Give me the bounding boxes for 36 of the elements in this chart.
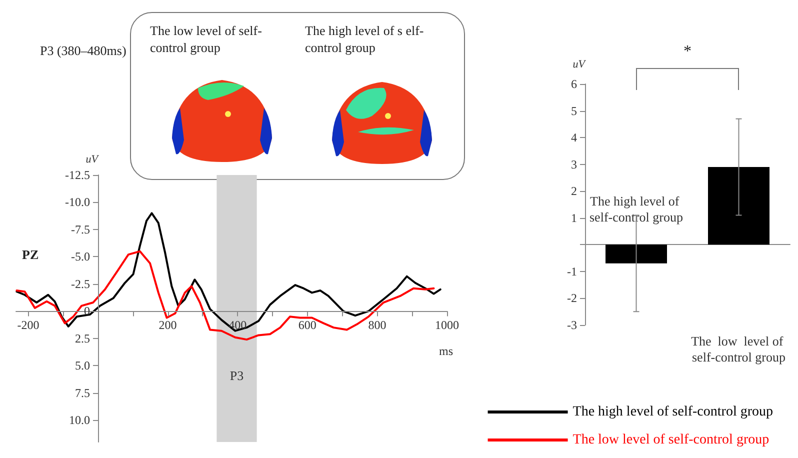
x-tick-label: 600 bbox=[298, 318, 316, 332]
y-tick-label: 5 bbox=[571, 104, 577, 118]
line-series bbox=[16, 250, 435, 341]
y-tick-label: -1 bbox=[567, 264, 577, 278]
y-tick-label: -2 bbox=[567, 291, 577, 306]
text: The high level of s elf-control group bbox=[305, 23, 424, 55]
y-tick-label: 1 bbox=[571, 210, 577, 225]
text: P3 (380–480ms) bbox=[40, 43, 126, 58]
y-tick-label: 2 bbox=[571, 184, 577, 198]
y-axis-title: uV bbox=[86, 154, 100, 166]
y-tick-label: 7.5 bbox=[75, 386, 90, 400]
y-tick-label: -10.0 bbox=[65, 195, 90, 210]
annotation: PZ bbox=[22, 247, 39, 262]
x-axis-title: ms bbox=[439, 344, 454, 358]
text: The low level of self-control group bbox=[572, 432, 770, 448]
y-tick-label: -3 bbox=[567, 318, 577, 332]
x-tick-label: 1000 bbox=[435, 318, 459, 332]
y-tick-label: -12.5 bbox=[65, 168, 90, 182]
y-tick-label: 5.0 bbox=[75, 358, 90, 373]
x-tick-label: -200 bbox=[17, 318, 40, 332]
y-tick-label: 10.0 bbox=[69, 413, 90, 428]
text: The high level of self-control group bbox=[572, 404, 773, 420]
text: The low level of self-control group bbox=[150, 23, 262, 55]
y-tick-label: 6 bbox=[571, 77, 577, 91]
y-tick-label: -7.5 bbox=[71, 222, 90, 236]
band-label: P3 bbox=[230, 368, 244, 383]
y-tick-label: -2.5 bbox=[71, 276, 90, 291]
y-tick-label: 2.5 bbox=[75, 331, 90, 346]
y-tick-label: 4 bbox=[571, 130, 577, 145]
y-tick-label: 3 bbox=[571, 157, 577, 172]
x-tick-label: 800 bbox=[368, 318, 386, 332]
text: * bbox=[682, 42, 692, 62]
x-tick-label: 200 bbox=[158, 318, 177, 332]
y-tick-label: -5.0 bbox=[71, 250, 90, 264]
x-tick-label: The low level of self-control group bbox=[691, 334, 786, 364]
y-axis-title: uV bbox=[572, 58, 586, 70]
